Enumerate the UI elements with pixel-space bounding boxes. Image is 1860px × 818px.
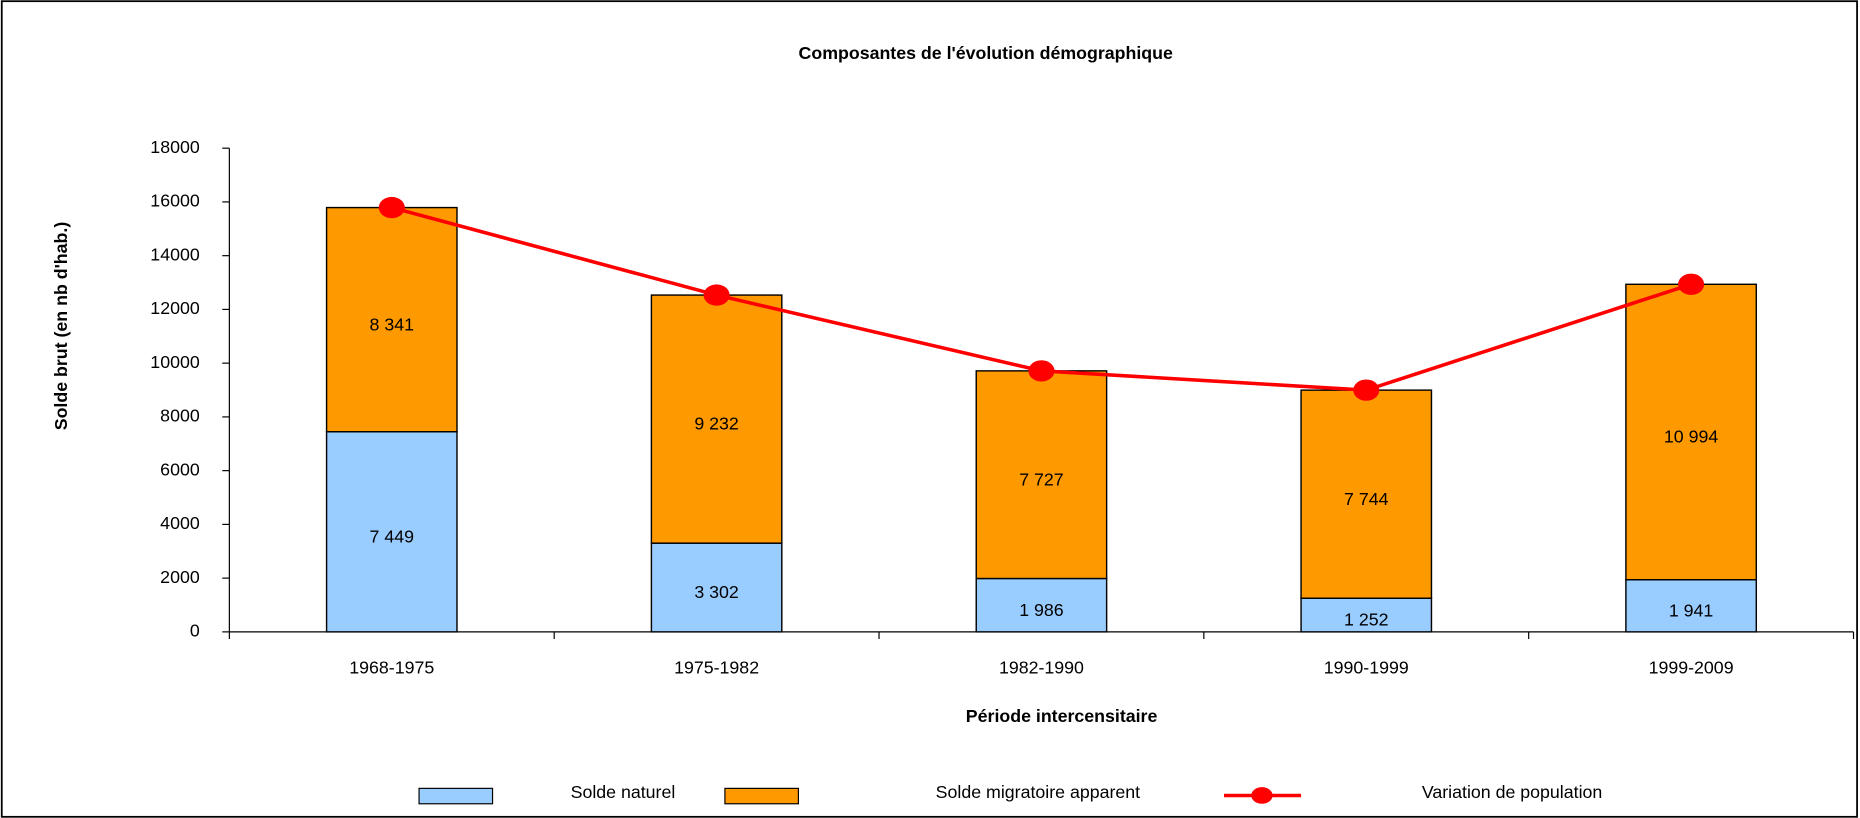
legend-label: Variation de population: [1422, 782, 1602, 802]
y-tick-label: 10000: [150, 352, 200, 372]
data-label: 10 994: [1664, 427, 1718, 447]
y-tick-label: 16000: [150, 191, 200, 211]
data-label: 1 252: [1344, 610, 1388, 630]
line-point: [378, 196, 405, 219]
bar: [1625, 579, 1758, 633]
y-axis-label: Solde brut (en nb d'hab.): [51, 222, 71, 431]
line-point: [1678, 273, 1705, 295]
data-label: 8 341: [370, 314, 415, 334]
bar: [1300, 389, 1433, 599]
data-label: 7 744: [1344, 489, 1389, 509]
x-tick-label: 1982-1990: [999, 657, 1084, 677]
legend-label: Solde naturel: [571, 782, 676, 802]
x-tick-label: 1990-1999: [1324, 657, 1409, 677]
y-tick-label: 4000: [160, 513, 200, 533]
x-tick-label: 1968-1975: [349, 657, 434, 677]
bar: [325, 206, 458, 433]
data-label: 9 232: [694, 414, 738, 434]
y-tick-label: 12000: [150, 298, 200, 318]
legend-swatch-point: [1251, 787, 1273, 804]
x-axis-label: Période intercensitaire: [966, 706, 1158, 726]
line-point: [1028, 360, 1055, 382]
legend-swatch: [724, 787, 800, 805]
bar: [650, 294, 783, 544]
data-label: 1 941: [1669, 600, 1714, 620]
y-tick-label: 14000: [150, 244, 200, 264]
y-tick-label: 18000: [150, 137, 200, 157]
line-point: [703, 284, 730, 306]
data-label: 1 986: [1019, 600, 1064, 620]
data-label: 7 727: [1019, 469, 1063, 489]
y-tick-label: 0: [190, 621, 200, 641]
chart-title: Composantes de l'évolution démographique: [799, 43, 1173, 63]
bar: [975, 370, 1108, 580]
y-tick-label: 2000: [160, 567, 200, 587]
bar: [1625, 283, 1758, 581]
data-label: 7 449: [370, 526, 415, 546]
legend-label: Solde migratoire apparent: [936, 782, 1140, 802]
x-tick-label: 1999-2009: [1649, 657, 1734, 677]
legend-swatch: [418, 787, 494, 805]
data-label: 3 302: [694, 582, 738, 602]
x-tick-label: 1975-1982: [674, 657, 759, 677]
y-tick-label: 6000: [160, 459, 200, 479]
line-point: [1353, 379, 1380, 401]
y-tick-label: 8000: [160, 406, 200, 426]
